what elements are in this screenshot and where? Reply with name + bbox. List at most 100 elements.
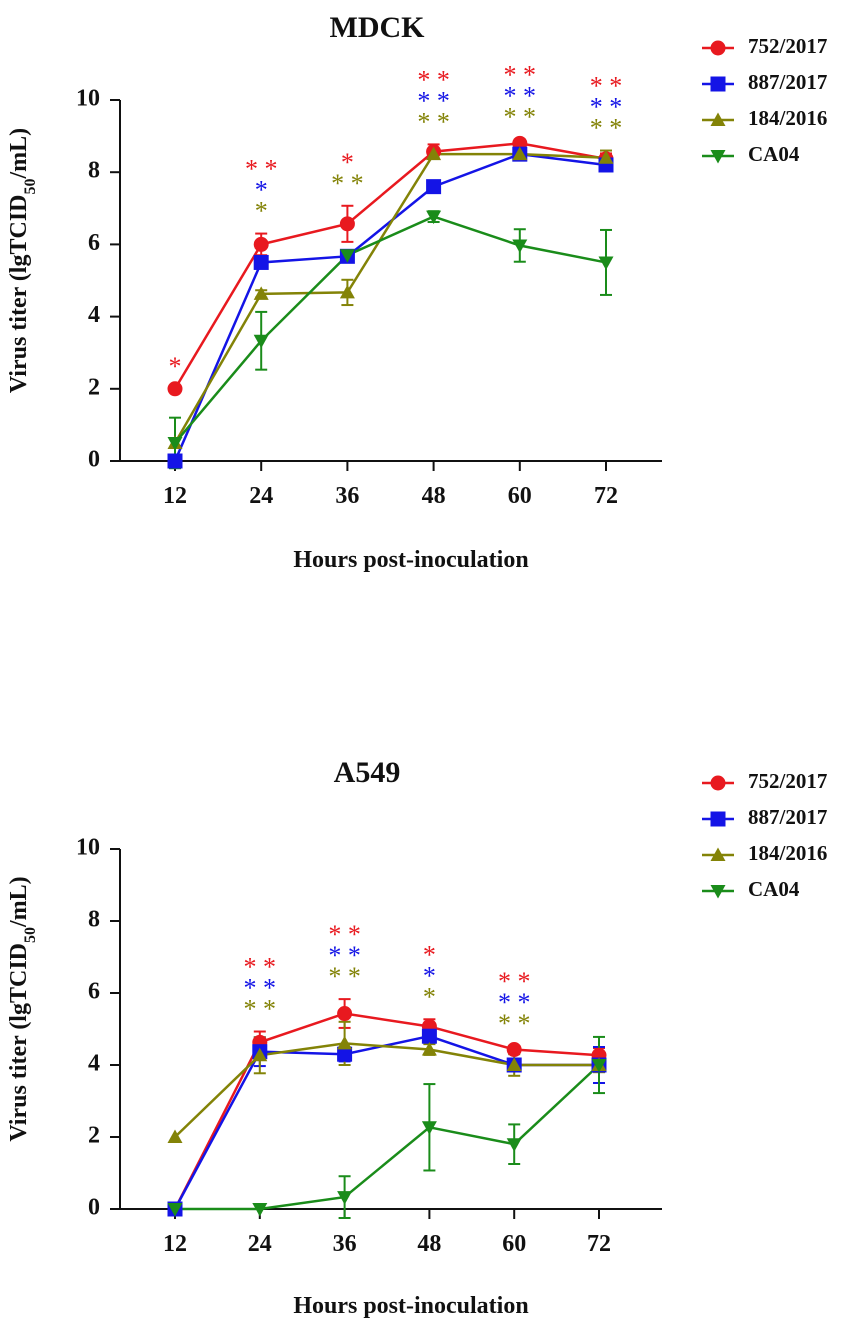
x-tick-label: 24 [249,483,273,509]
legend-marker [710,150,726,164]
significance-asterisk: * * [498,1009,531,1038]
x-tick-label: 72 [587,1231,611,1257]
data-point [253,236,269,252]
significance-asterisk: * [423,940,436,969]
x-tick-label: 36 [333,1231,357,1257]
significance-asterisk: * * [498,967,531,996]
series-line [173,152,607,444]
legend-marker [710,112,726,126]
significance-asterisk: * * [504,61,537,90]
legend-label: 887/2017 [748,805,827,829]
significance-asterisk: * * [498,988,531,1017]
data-point [506,1042,522,1058]
data-point [167,381,183,397]
x-tick-label: 48 [417,1231,441,1257]
significance-asterisk: * * [417,86,450,115]
series-line [173,152,607,462]
significance-asterisk: * * [417,65,450,94]
x-tick-label: 12 [163,1231,187,1257]
y-axis-label-main: Virus titer (lgTCID [6,943,32,1142]
y-tick-label: 8 [88,907,100,933]
y-tick-label: 0 [88,447,100,473]
series-line [173,1034,599,1210]
series-752-2017 [173,998,605,1210]
x-tick-label: 60 [508,483,532,509]
series-184-2016 [173,149,612,444]
significance-asterisk: * [423,961,436,990]
x-tick-label: 60 [502,1231,526,1257]
y-axis-label: Virus titer (lgTCID50/mL) [6,876,39,1141]
legend-label: 752/2017 [748,34,827,58]
significance-asterisk: * * [504,82,537,111]
y-tick-label: 10 [76,86,100,112]
data-point [339,284,355,299]
significance-asterisk: * [255,197,268,226]
y-tick-label: 4 [88,1051,100,1077]
significance-asterisk: * * [328,962,361,991]
significance-asterisk: * * [328,920,361,949]
data-point [167,1203,183,1217]
data-point [337,1035,353,1050]
significance-asterisk: * * [328,941,361,970]
data-point [337,1046,353,1062]
x-tick-label: 24 [248,1231,272,1257]
data-point [339,249,355,263]
y-axis-label-unit: /mL) [6,128,32,180]
data-point [167,1129,183,1143]
chart-title: A549 [334,756,401,789]
legend-label: 887/2017 [748,70,827,94]
legend-label: 184/2016 [748,841,827,865]
y-tick-label: 4 [88,302,100,328]
legend-marker [710,885,726,899]
data-point [598,256,614,270]
data-point [506,1138,522,1152]
significance-asterisk: * * [244,953,277,982]
data-point [421,1028,437,1044]
significance-asterisk: * [169,352,182,381]
data-point [167,436,183,451]
y-axis-label-subscript: 50 [22,179,39,195]
series-line [174,1042,599,1138]
data-point [253,286,269,300]
series-line [173,142,607,390]
y-axis-label-main: Virus titer (lgTCID [6,195,32,394]
significance-asterisk: * * [331,169,364,198]
legend-marker [710,811,726,827]
y-tick-label: 8 [88,158,100,184]
significance-asterisk: * * [590,93,623,122]
legend-marker [710,40,726,56]
y-tick-label: 0 [88,1195,100,1221]
x-tick-label: 72 [594,483,618,509]
y-tick-label: 2 [88,1123,100,1149]
legend: 752/2017 887/2017 184/2016 CA04 [702,769,827,901]
data-point [253,254,269,270]
x-tick-label: 36 [335,483,359,509]
data-point [512,146,528,161]
legend-label: CA04 [748,142,800,166]
data-point [591,1059,607,1073]
chart-title: MDCK [330,11,426,44]
y-axis-label: Virus titer (lgTCID50/mL) [6,128,39,393]
y-tick-label: 2 [88,374,100,400]
y-axis-label-subscript: 50 [22,927,39,943]
series-line [175,1064,600,1211]
y-axis-label-unit: /mL) [6,876,32,928]
data-point [339,216,355,232]
significance-asterisk: * [255,176,268,205]
significance-asterisk: * * [244,995,277,1024]
data-point [337,1006,353,1022]
x-tick-label: 48 [422,483,446,509]
data-point [598,150,614,164]
data-point [337,1191,353,1205]
significance-asterisk: * * [504,103,537,132]
data-point [512,239,528,253]
data-point [426,146,442,161]
legend-label: 184/2016 [748,106,827,130]
series-752-2017 [173,138,612,390]
y-tick-label: 6 [88,230,100,256]
y-tick-label: 10 [76,835,100,861]
legend: 752/2017 887/2017 184/2016 CA04 [702,34,827,166]
data-point [421,1042,437,1056]
